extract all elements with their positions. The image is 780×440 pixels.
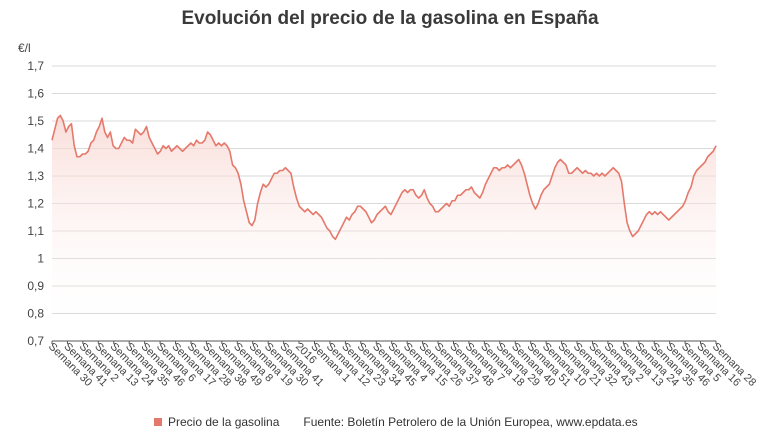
y-tick-label: 1,2 xyxy=(27,197,44,211)
y-tick-label: 1,1 xyxy=(27,224,44,238)
y-axis-unit-label: €/l xyxy=(18,41,31,55)
legend-series-label: Precio de la gasolina xyxy=(168,415,280,429)
y-tick-label: 0,8 xyxy=(27,307,44,321)
y-tick-label: 0,7 xyxy=(27,334,44,348)
price-series-line xyxy=(51,114,717,241)
y-tick-label: 1,5 xyxy=(27,114,44,128)
y-tick-label: 1,3 xyxy=(27,169,44,183)
legend-swatch-icon xyxy=(154,418,162,426)
source-note: Fuente: Boletín Petrolero de la Unión Eu… xyxy=(303,415,638,429)
y-tick-label: 1,7 xyxy=(27,59,44,73)
y-tick-label: 1 xyxy=(37,252,44,266)
y-tick-label: 1,6 xyxy=(27,87,44,101)
price-area-fill xyxy=(52,115,716,341)
y-tick-label: 1,4 xyxy=(27,142,44,156)
chart-title: Evolución del precio de la gasolina en E… xyxy=(181,8,599,29)
y-tick-label: 0,9 xyxy=(27,279,44,293)
legend: Precio de la gasolina Fuente: Boletín Pe… xyxy=(154,415,638,429)
y-axis-ticks: 0,7 0,8 0,9 1 1,1 1,2 1,3 1,4 1,5 1,6 1,7 xyxy=(27,59,44,348)
